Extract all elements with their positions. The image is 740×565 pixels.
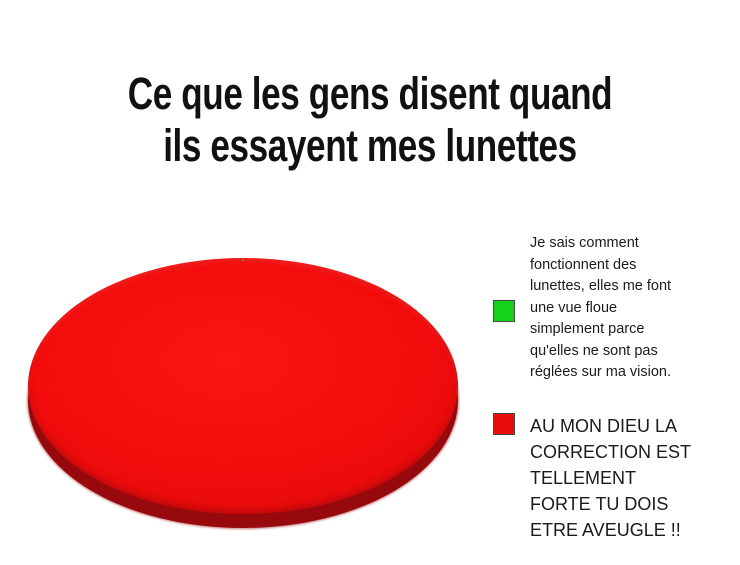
chart-title-line-2: ils essayent mes lunettes bbox=[163, 120, 577, 171]
legend-label-green: Je sais comment fonctionnent des lunette… bbox=[530, 235, 672, 380]
chart-title: Ce que les gens disent quand ils essayen… bbox=[0, 68, 740, 172]
legend-label-red: AU MON DIEU LA CORRECTION EST TELLEMENT … bbox=[530, 416, 692, 540]
pie-chart bbox=[28, 258, 458, 533]
legend-item-red: AU MON DIEU LA CORRECTION EST TELLEMENT … bbox=[493, 413, 720, 543]
pie-slice-red bbox=[28, 258, 458, 514]
legend-swatch-red-icon bbox=[493, 413, 515, 435]
legend-item-green: Je sais comment fonctionnent des lunette… bbox=[493, 233, 710, 384]
legend-swatch-green-icon bbox=[493, 300, 515, 322]
chart-title-line-1: Ce que les gens disent quand bbox=[127, 68, 613, 119]
pie-slice-green bbox=[242, 259, 244, 261]
